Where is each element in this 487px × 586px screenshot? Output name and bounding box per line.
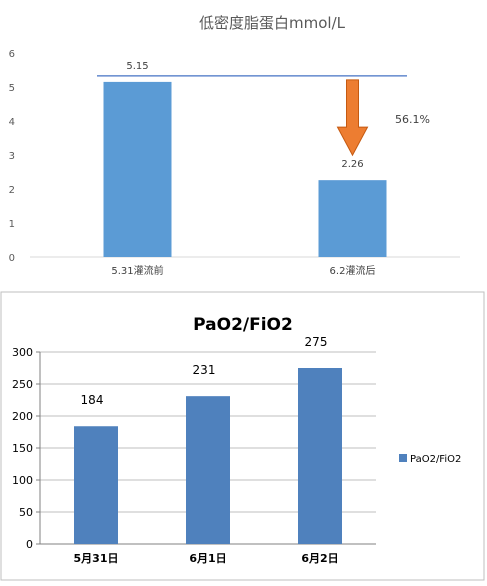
x-tick-label: 6.2灌流后 bbox=[330, 264, 376, 277]
x-tick-label: 5月31日 bbox=[74, 552, 119, 565]
x-tick-label: 6月1日 bbox=[189, 552, 226, 565]
bar bbox=[74, 426, 118, 544]
y-tick-label: 5 bbox=[9, 83, 15, 94]
chart-frame bbox=[0, 291, 485, 581]
bar bbox=[318, 180, 387, 257]
annotation-percent: 56.1% bbox=[395, 113, 430, 126]
data-label: 5.15 bbox=[126, 61, 148, 72]
x-tick-label: 6月2日 bbox=[301, 552, 338, 565]
data-label: 275 bbox=[305, 335, 328, 349]
y-tick-label: 50 bbox=[19, 506, 33, 519]
y-tick-label: 150 bbox=[12, 442, 33, 455]
y-tick-label: 2 bbox=[9, 185, 15, 196]
bar bbox=[298, 368, 342, 544]
y-tick-label: 1 bbox=[9, 219, 15, 230]
chart-title: PaO2/FiO2 bbox=[193, 315, 293, 335]
down-arrow-icon bbox=[336, 79, 369, 157]
y-tick-label: 200 bbox=[12, 410, 33, 423]
y-tick-label: 300 bbox=[12, 346, 33, 359]
pao2-chart: PaO2/FiO2 0 50 100 150 200 250 300 184 231 275 5月31… bbox=[0, 291, 485, 581]
data-label: 2.26 bbox=[341, 159, 363, 170]
y-tick-label: 3 bbox=[9, 151, 15, 162]
pao2-chart-panel: PaO2/FiO2 0 50 100 150 200 250 300 184 231 275 5月31… bbox=[0, 291, 487, 582]
x-tick-label: 5.31灌流前 bbox=[111, 264, 163, 277]
y-tick-label: 0 bbox=[9, 253, 15, 264]
ldl-chart-panel: 低密度脂蛋白mmol/L 0 1 2 3 4 5 6 5.15 2.26 5.31灌流前 6.2灌流后… bbox=[0, 0, 487, 290]
ldl-chart: 低密度脂蛋白mmol/L 0 1 2 3 4 5 6 5.15 2.26 5.31灌流前 6.2灌流后… bbox=[9, 14, 460, 277]
legend-label: PaO2/FiO2 bbox=[410, 454, 461, 465]
legend-swatch bbox=[399, 454, 407, 462]
y-tick-label: 6 bbox=[9, 49, 15, 60]
y-tick-label: 100 bbox=[12, 474, 33, 487]
y-tick-label: 0 bbox=[26, 538, 33, 551]
y-tick-label: 4 bbox=[9, 117, 15, 128]
bar bbox=[186, 396, 230, 544]
data-label: 184 bbox=[81, 393, 104, 407]
chart-title: 低密度脂蛋白mmol/L bbox=[199, 14, 346, 32]
y-tick-label: 250 bbox=[12, 378, 33, 391]
bar bbox=[103, 81, 172, 258]
data-label: 231 bbox=[193, 363, 216, 377]
